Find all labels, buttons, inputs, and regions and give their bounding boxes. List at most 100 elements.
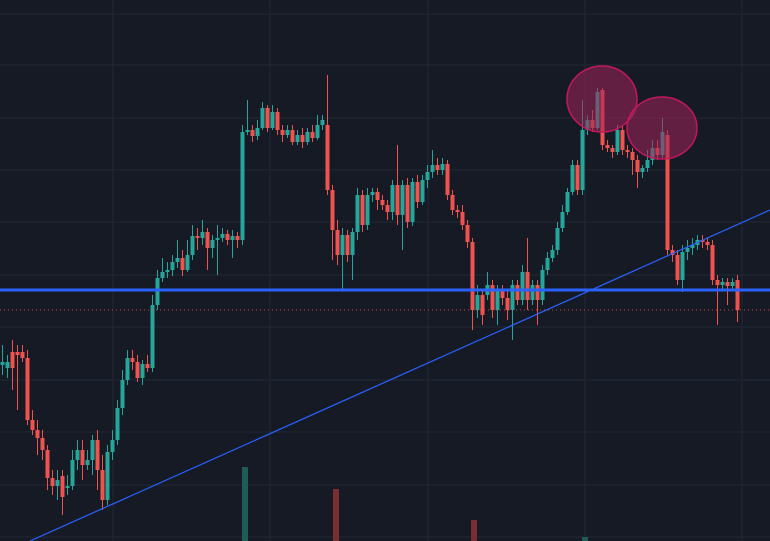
candle-down[interactable] (635, 155, 640, 188)
candle-up[interactable] (165, 262, 170, 278)
candle-down[interactable] (25, 350, 30, 425)
candle-up[interactable] (200, 220, 205, 245)
candle-up[interactable] (565, 188, 570, 215)
candle-up[interactable] (615, 125, 620, 155)
candle-down[interactable] (335, 220, 340, 265)
candle-down[interactable] (265, 105, 270, 132)
candle-down[interactable] (130, 350, 135, 370)
candle-down[interactable] (310, 125, 315, 142)
candle-down[interactable] (620, 125, 625, 155)
candle-up[interactable] (420, 175, 425, 205)
candle-down[interactable] (195, 228, 200, 250)
candle-down[interactable] (80, 440, 85, 480)
candle-up[interactable] (545, 252, 550, 275)
candle-down[interactable] (290, 125, 295, 145)
candle-up[interactable] (220, 228, 225, 242)
candle-up[interactable] (355, 188, 360, 240)
candle-down[interactable] (490, 280, 495, 318)
candles[interactable] (0, 75, 740, 515)
candle-down[interactable] (515, 280, 520, 305)
candle-up[interactable] (400, 180, 405, 250)
candle-down[interactable] (225, 230, 230, 245)
candle-up[interactable] (75, 440, 80, 470)
candle-up[interactable] (520, 265, 525, 305)
candle-up[interactable] (270, 105, 275, 130)
candle-down[interactable] (525, 238, 530, 310)
candle-up[interactable] (720, 278, 725, 290)
candle-down[interactable] (135, 355, 140, 382)
candle-down[interactable] (360, 190, 365, 232)
candle-down[interactable] (10, 340, 15, 390)
candle-down[interactable] (480, 290, 485, 325)
candle-up[interactable] (175, 240, 180, 268)
candle-down[interactable] (205, 228, 210, 270)
candle-up[interactable] (440, 158, 445, 175)
candle-down[interactable] (705, 238, 710, 250)
candle-up[interactable] (570, 160, 575, 195)
candle-down[interactable] (715, 275, 720, 325)
candle-down[interactable] (630, 148, 635, 175)
candle-up[interactable] (210, 235, 215, 258)
candle-down[interactable] (435, 158, 440, 175)
candle-up[interactable] (110, 430, 115, 460)
candle-down[interactable] (235, 232, 240, 248)
candle-down[interactable] (20, 345, 25, 362)
candle-down[interactable] (100, 455, 105, 510)
candle-up[interactable] (425, 165, 430, 188)
candle-down[interactable] (275, 108, 280, 135)
candle-up[interactable] (55, 470, 60, 500)
candle-down[interactable] (385, 200, 390, 220)
candle-up[interactable] (305, 128, 310, 145)
candle-up[interactable] (640, 165, 645, 178)
candle-down[interactable] (50, 470, 55, 495)
candle-up[interactable] (245, 100, 250, 135)
candle-up[interactable] (690, 238, 695, 255)
candle-up[interactable] (685, 240, 690, 260)
candle-down[interactable] (95, 430, 100, 490)
candle-up[interactable] (65, 475, 70, 495)
candle-up[interactable] (730, 278, 735, 290)
candle-down[interactable] (500, 285, 505, 305)
candle-up[interactable] (285, 125, 290, 138)
candle-up[interactable] (125, 350, 130, 385)
candle-up[interactable] (85, 450, 90, 470)
candle-up[interactable] (530, 280, 535, 305)
candle-down[interactable] (470, 238, 475, 330)
drawn-lines[interactable] (0, 209, 770, 541)
candle-up[interactable] (430, 150, 435, 178)
candle-down[interactable] (505, 290, 510, 320)
candle-down[interactable] (675, 250, 680, 285)
candle-up[interactable] (150, 295, 155, 372)
candle-up[interactable] (140, 360, 145, 385)
candle-down[interactable] (15, 345, 20, 410)
candle-down[interactable] (735, 275, 740, 322)
candle-down[interactable] (375, 188, 380, 210)
candle-down[interactable] (250, 125, 255, 142)
candle-up[interactable] (680, 245, 685, 292)
candle-down[interactable] (700, 235, 705, 248)
candle-down[interactable] (395, 145, 400, 225)
candle-up[interactable] (560, 205, 565, 232)
candle-down[interactable] (380, 195, 385, 210)
candle-down[interactable] (30, 410, 35, 435)
highlight-ellipse[interactable] (626, 96, 698, 160)
candle-up[interactable] (215, 225, 220, 275)
candle-up[interactable] (230, 230, 235, 258)
candle-up[interactable] (5, 355, 10, 378)
candle-down[interactable] (180, 250, 185, 276)
candle-up[interactable] (120, 370, 125, 415)
candle-up[interactable] (320, 115, 325, 130)
candle-down[interactable] (610, 145, 615, 158)
candle-down[interactable] (330, 185, 335, 260)
candle-up[interactable] (0, 345, 5, 375)
candle-down[interactable] (465, 220, 470, 248)
candle-up[interactable] (390, 180, 395, 220)
candle-down[interactable] (145, 355, 150, 372)
candle-down[interactable] (45, 445, 50, 490)
candle-up[interactable] (190, 225, 195, 260)
candle-down[interactable] (605, 140, 610, 152)
candle-down[interactable] (535, 280, 540, 325)
candle-up[interactable] (90, 435, 95, 475)
candle-up[interactable] (550, 245, 555, 262)
candle-up[interactable] (240, 125, 245, 245)
